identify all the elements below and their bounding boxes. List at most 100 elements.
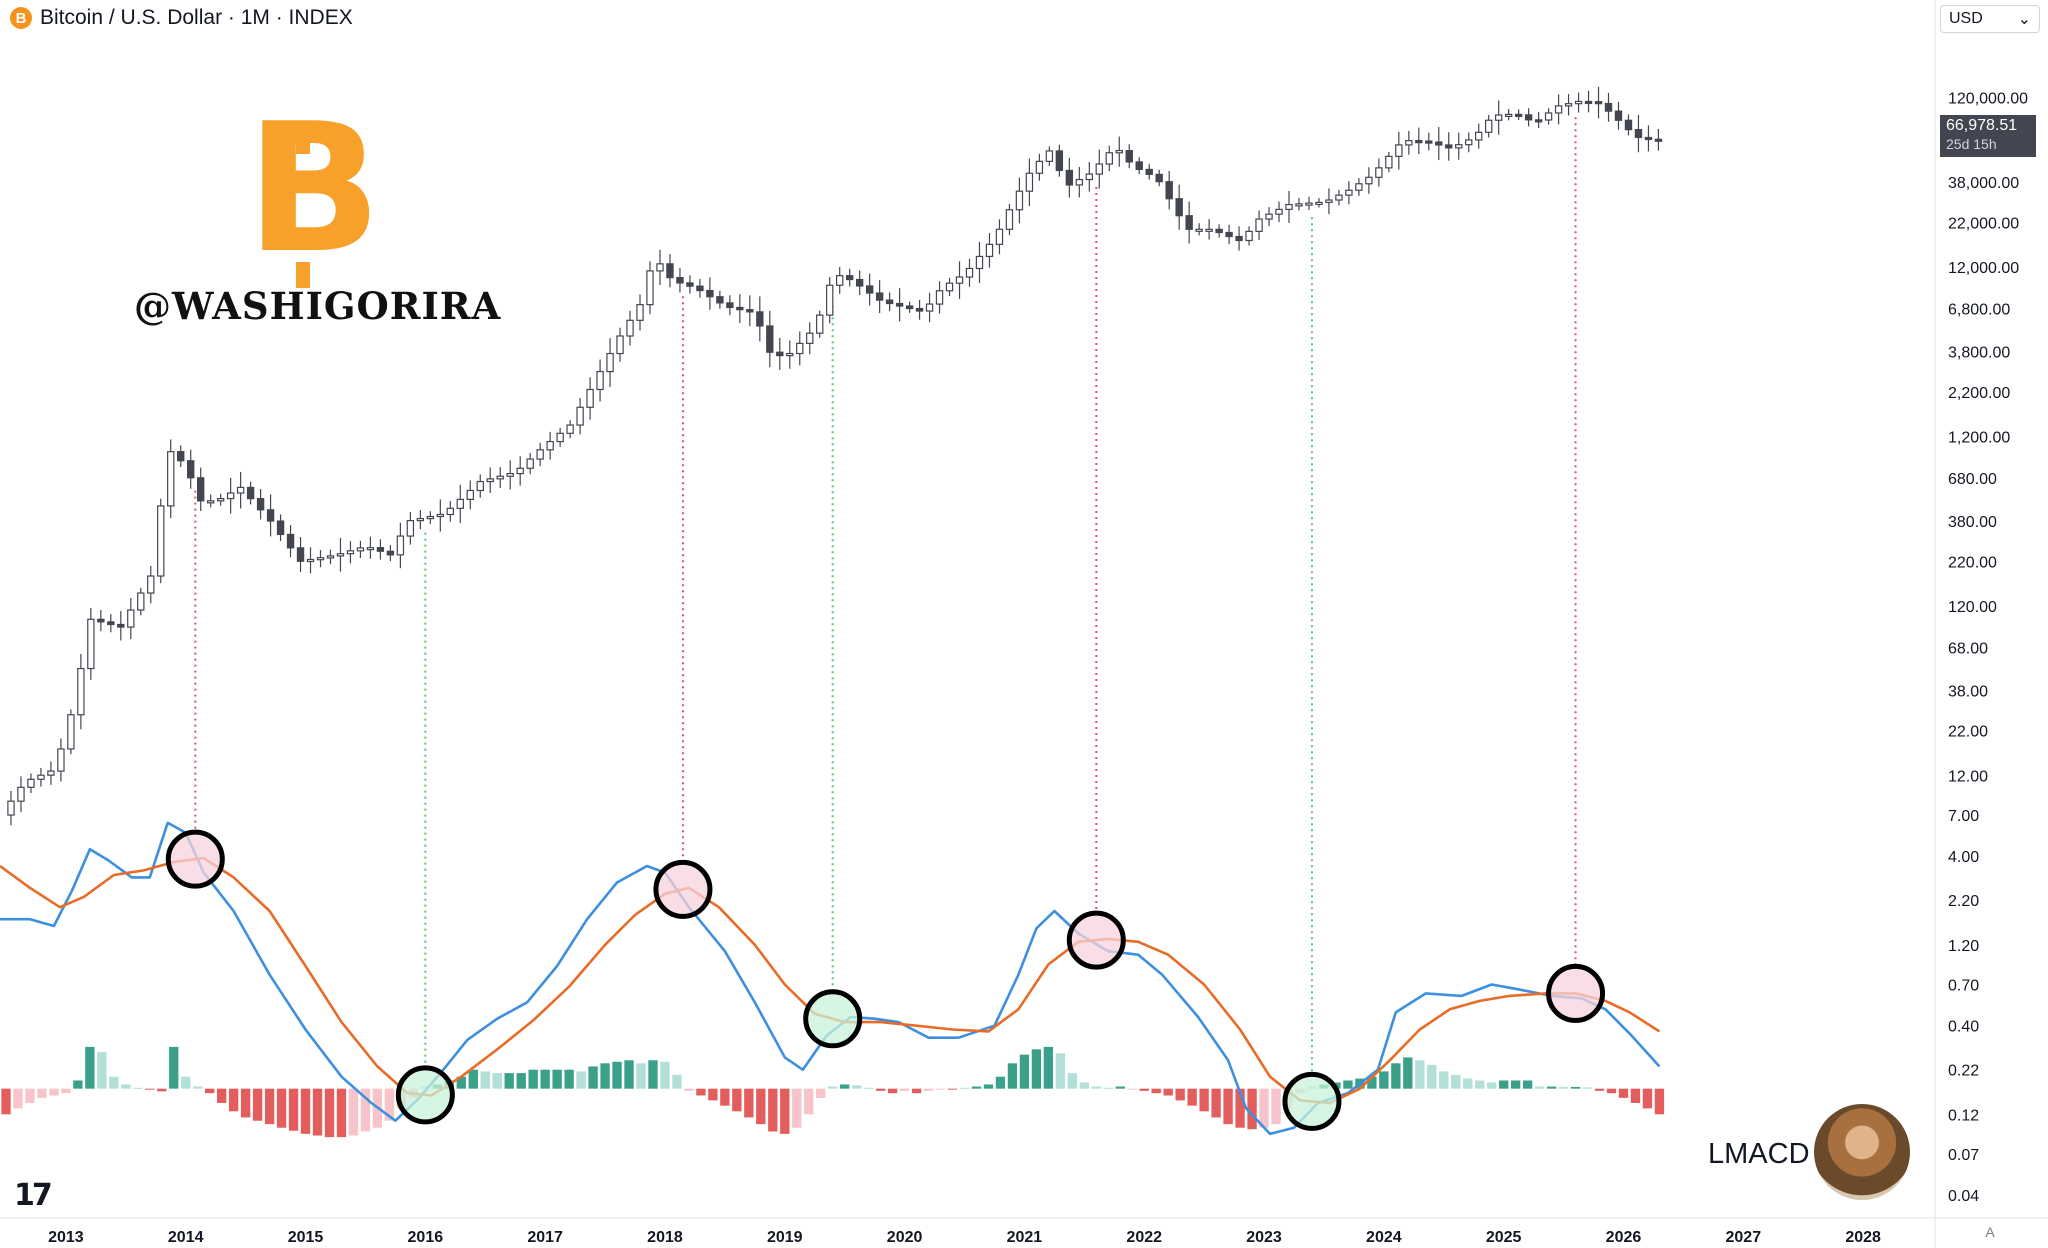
price-tick-label: 22.00 [1948, 724, 1988, 741]
candle-body [716, 296, 724, 304]
price-tick-label: 120,000.00 [1948, 90, 2028, 107]
histogram-bar [1642, 1088, 1653, 1109]
price-tick-label: 4.00 [1948, 849, 1979, 866]
histogram-bar [181, 1076, 191, 1089]
histogram-bar [492, 1073, 502, 1089]
candle-body [1415, 140, 1423, 144]
histogram-bar [1259, 1088, 1269, 1128]
candle-body [127, 609, 135, 628]
candle-body [1604, 102, 1613, 112]
candle-body [1455, 144, 1463, 149]
candle-body [206, 500, 215, 504]
symbol-header[interactable]: B Bitcoin / U.S. Dollar · 1M · INDEX [10, 4, 353, 32]
candle-body [766, 325, 774, 353]
candle-body [326, 555, 335, 559]
candle-body [1574, 100, 1583, 105]
histogram-bar [312, 1088, 323, 1136]
candle-body [1205, 228, 1213, 232]
histogram-bar [1103, 1087, 1113, 1089]
histogram-bar [1367, 1076, 1377, 1089]
candle-body [1035, 160, 1044, 174]
candle-body [486, 478, 494, 483]
histogram-bar [288, 1088, 299, 1131]
candle-body [1305, 202, 1313, 206]
time-tick-label: 2020 [887, 1229, 923, 1246]
histogram-bar [1606, 1088, 1617, 1094]
histogram-bar [1007, 1063, 1018, 1089]
histogram-bar [1570, 1086, 1581, 1089]
candle-body [1524, 114, 1533, 121]
time-tick-label: 2022 [1126, 1229, 1162, 1246]
candle-body [266, 509, 275, 522]
candle-body [526, 458, 534, 469]
histogram-bar [935, 1088, 946, 1090]
candle-body [855, 278, 864, 287]
candle-body [436, 513, 445, 518]
histogram-bar [1522, 1080, 1533, 1089]
candle-body [875, 292, 884, 301]
time-axis[interactable]: 2013 2014 2015 2016 2017 2018 2019 2020 2021 2022… [48, 1229, 1881, 1246]
candle-body [546, 440, 554, 451]
histogram-bar [660, 1061, 670, 1089]
time-tick-label: 2028 [1845, 1229, 1881, 1246]
candle-body [656, 263, 664, 272]
histogram-bar [169, 1046, 179, 1089]
candle-body [1484, 119, 1493, 133]
candle-body [296, 547, 305, 562]
top-signal-marker [165, 829, 225, 889]
price-tick-label: 380.00 [1948, 514, 1997, 531]
price-axis[interactable]: 120,000.00 38,000.00 22,000.00 12,000.00 6,8… [1948, 90, 2028, 1205]
histogram-bar [875, 1088, 886, 1091]
histogram-bar [1594, 1088, 1605, 1091]
candle-body [226, 492, 235, 500]
auto-scale-button[interactable]: A [1985, 1224, 1995, 1240]
candle-body [756, 311, 764, 327]
tradingview-logo-icon[interactable]: 17 [14, 1178, 53, 1213]
candle-body [346, 550, 355, 555]
candle-body [376, 547, 385, 552]
candle-body [965, 267, 974, 278]
author-handle: @WASHIGORIRA [134, 284, 502, 328]
histogram-bar [193, 1086, 203, 1089]
candle-body [456, 498, 464, 509]
histogram-bar [145, 1088, 155, 1090]
histogram-bar [887, 1088, 898, 1094]
bitcoin-logo-bar-top [296, 128, 310, 154]
time-tick-label: 2019 [767, 1229, 803, 1246]
time-tick-label: 2024 [1366, 1229, 1402, 1246]
histogram-bar [756, 1088, 766, 1125]
candle-body [606, 352, 614, 373]
candle-body [1215, 228, 1223, 234]
candle-body [47, 770, 55, 776]
candle-body [1584, 100, 1593, 105]
histogram-bar [504, 1073, 514, 1089]
bottom-signal-marker [1282, 1071, 1342, 1131]
candle-body [27, 778, 35, 788]
histogram-bar [1127, 1088, 1137, 1090]
currency-select[interactable]: USD ⌄ [1940, 5, 2040, 33]
time-tick-label: 2026 [1606, 1229, 1642, 1246]
histogram-bar [540, 1069, 550, 1089]
histogram-bar [1151, 1088, 1161, 1094]
candle-body [506, 472, 514, 477]
histogram-bar [25, 1088, 35, 1103]
histogram-bar [1019, 1054, 1030, 1089]
candle-body [626, 319, 634, 337]
candle-body [995, 228, 1004, 245]
histogram-bar [1546, 1086, 1557, 1089]
candle-body [7, 800, 15, 816]
candle-body [736, 306, 744, 311]
candle-body [836, 275, 844, 286]
signal-markers [165, 829, 1606, 1131]
candle-body [77, 667, 85, 716]
candle-body [1275, 208, 1283, 215]
candle-body [1165, 181, 1173, 200]
candle-body [1195, 228, 1203, 232]
histogram-bar [324, 1088, 335, 1138]
candle-countdown: 25d 15h [1946, 136, 1997, 152]
candle-body [925, 303, 934, 312]
price-tick-label: 120.00 [1948, 599, 1997, 616]
histogram-bar [552, 1069, 562, 1089]
candle-body [1405, 140, 1413, 146]
